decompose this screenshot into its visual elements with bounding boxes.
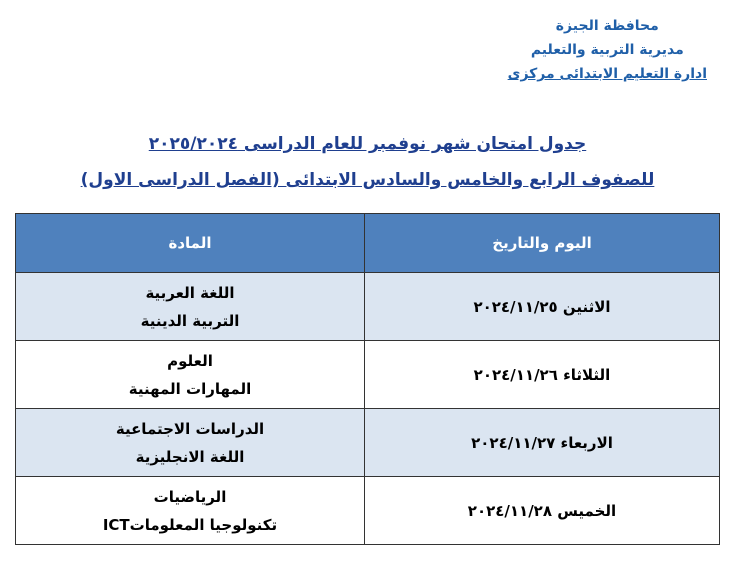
subject: اللغة العربية xyxy=(145,283,235,302)
table-body: الاثنين ٢٠٢٤/١١/٢٥ اللغة العربية التربية ا… xyxy=(15,272,720,545)
column-header: المادة xyxy=(15,213,365,273)
header-line: مديرية التربية والتعليم xyxy=(530,42,684,58)
day-date: الثلاثاء ٢٠٢٤/١١/٢٦ xyxy=(364,340,720,409)
column-header: اليوم والتاريخ xyxy=(364,213,720,273)
subject: اللغة الانجليزية xyxy=(135,447,245,466)
subject: التربية الدينية xyxy=(140,311,240,330)
schedule-table: اليوم والتاريخ المادة الاثنين ٢٠٢٤/١١/٢٥… xyxy=(15,213,720,545)
header-line: محافظة الجيزة xyxy=(555,18,659,34)
header-line: ادارة التعليم الابتدائى مركزى xyxy=(507,66,707,82)
table-row: الاثنين ٢٠٢٤/١١/٢٥ اللغة العربية التربية ا… xyxy=(15,272,720,341)
subject: العلوم xyxy=(167,351,213,370)
table-row: الاربعاء ٢٠٢٤/١١/٢٧ الدراسات الاجتماعية ال… xyxy=(15,408,720,477)
title-line: جدول امتحان شهر نوفمبر للعام الدراسى ٢٠٢… xyxy=(148,134,587,154)
title-line: للصفوف الرابع والخامس والسادس الابتدائى … xyxy=(80,170,655,190)
day-date: الخميس ٢٠٢٤/١١/٢٨ xyxy=(364,476,720,545)
table-row: الثلاثاء ٢٠٢٤/١١/٢٦ العلوم المهارات المهني… xyxy=(15,340,720,409)
table-row: الخميس ٢٠٢٤/١١/٢٨ الرياضيات تكنولوجيا المع… xyxy=(15,476,720,545)
subjects: اللغة العربية التربية الدينية xyxy=(15,272,365,341)
subject: الرياضيات xyxy=(153,487,227,506)
day-date: الاثنين ٢٠٢٤/١١/٢٥ xyxy=(364,272,720,341)
subjects: الدراسات الاجتماعية اللغة الانجليزية xyxy=(15,408,365,477)
header: محافظة الجيزة مديرية التربية والتعليم اد… xyxy=(508,14,707,86)
title: جدول امتحان شهر نوفمبر للعام الدراسى ٢٠٢… xyxy=(0,126,735,198)
subject: المهارات المهنية xyxy=(128,379,252,398)
subject: الدراسات الاجتماعية xyxy=(115,419,265,438)
day-date: الاربعاء ٢٠٢٤/١١/٢٧ xyxy=(364,408,720,477)
subjects: الرياضيات تكنولوجيا المعلوماتICT xyxy=(15,476,365,545)
subjects: العلوم المهارات المهنية xyxy=(15,340,365,409)
header-row: اليوم والتاريخ المادة xyxy=(15,213,720,273)
subject: تكنولوجيا المعلوماتICT xyxy=(102,515,278,534)
